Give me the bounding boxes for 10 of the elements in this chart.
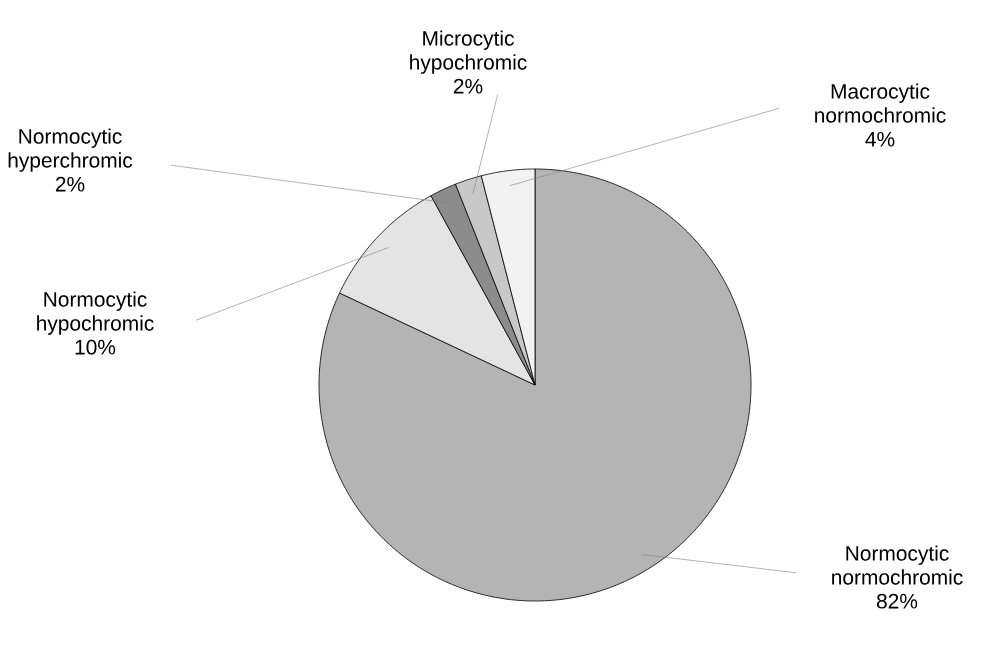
slice-label: Normocytic normochromic — [832, 545, 963, 585]
slice-label: Microcytic hypochromic — [410, 30, 527, 74]
data-label: 2% — [453, 78, 483, 94]
data-label: 2% — [55, 176, 85, 192]
slice-label: Macrocytic normochromic — [815, 83, 946, 123]
data-label: 82% — [876, 593, 918, 609]
data-label: 4% — [865, 131, 895, 147]
data-label: 10% — [75, 339, 116, 355]
slice-label: Normocytic hyperchromic — [8, 128, 133, 172]
slice-label: Normocytic hypochromic — [37, 291, 154, 335]
